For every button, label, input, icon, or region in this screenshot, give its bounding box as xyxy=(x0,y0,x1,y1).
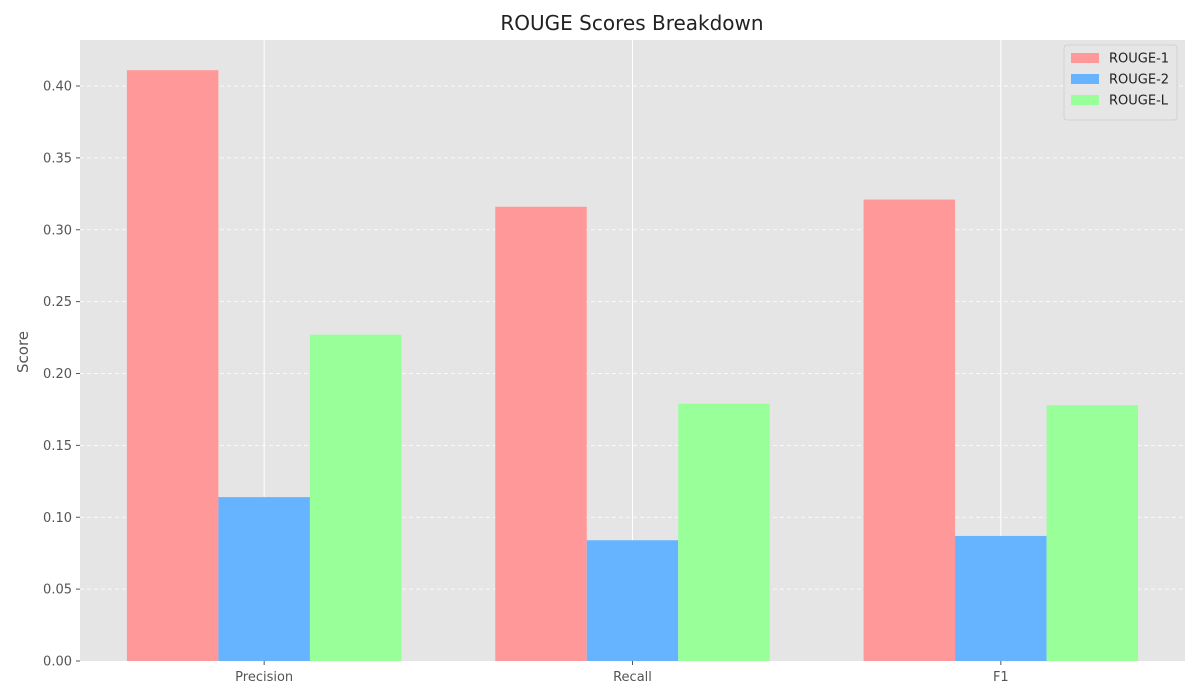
y-tick-label: 0.40 xyxy=(43,80,72,95)
x-tick-label: Recall xyxy=(613,670,652,685)
legend-label-rouge-2: ROUGE-2 xyxy=(1109,73,1169,88)
y-tick-label: 0.20 xyxy=(43,367,72,382)
y-tick-label: 0.35 xyxy=(43,151,72,166)
legend-label-rouge-l: ROUGE-L xyxy=(1109,94,1169,109)
bar-rouge-1-precision xyxy=(126,70,219,661)
bar-rouge-2-recall xyxy=(586,540,679,661)
legend-swatch-rouge-1 xyxy=(1071,53,1099,63)
y-tick-label: 0.10 xyxy=(43,511,72,526)
bar-rouge-l-precision xyxy=(309,334,402,661)
y-tick-label: 0.00 xyxy=(43,655,72,670)
y-tick-label: 0.15 xyxy=(43,439,72,454)
y-axis-ticks: 0.00 0.05 0.10 0.15 0.20 0.25 0.30 0.35 0.40 xyxy=(43,80,80,670)
legend-swatch-rouge-l xyxy=(1071,95,1099,105)
x-axis-ticks: Precision Recall F1 xyxy=(235,661,1009,685)
bar-rouge-2-precision xyxy=(218,497,310,662)
legend: ROUGE-1 ROUGE-2 ROUGE-L xyxy=(1063,44,1178,121)
y-tick-label: 0.05 xyxy=(43,583,72,598)
bar-rouge-2-f1 xyxy=(955,535,1047,661)
y-axis-label: Score xyxy=(14,331,32,373)
x-tick-label: Precision xyxy=(235,670,293,685)
x-tick-label: F1 xyxy=(993,670,1009,685)
chart-title: ROUGE Scores Breakdown xyxy=(500,11,763,35)
bar-rouge-l-f1 xyxy=(1046,405,1139,662)
bar-rouge-1-f1 xyxy=(863,199,956,661)
bars xyxy=(126,70,1139,662)
legend-label-rouge-1: ROUGE-1 xyxy=(1109,52,1169,67)
y-tick-label: 0.30 xyxy=(43,223,72,238)
y-tick-label: 0.25 xyxy=(43,295,72,310)
bar-rouge-l-recall xyxy=(678,403,770,661)
legend-swatch-rouge-2 xyxy=(1071,74,1099,84)
bar-rouge-1-recall xyxy=(495,206,587,661)
